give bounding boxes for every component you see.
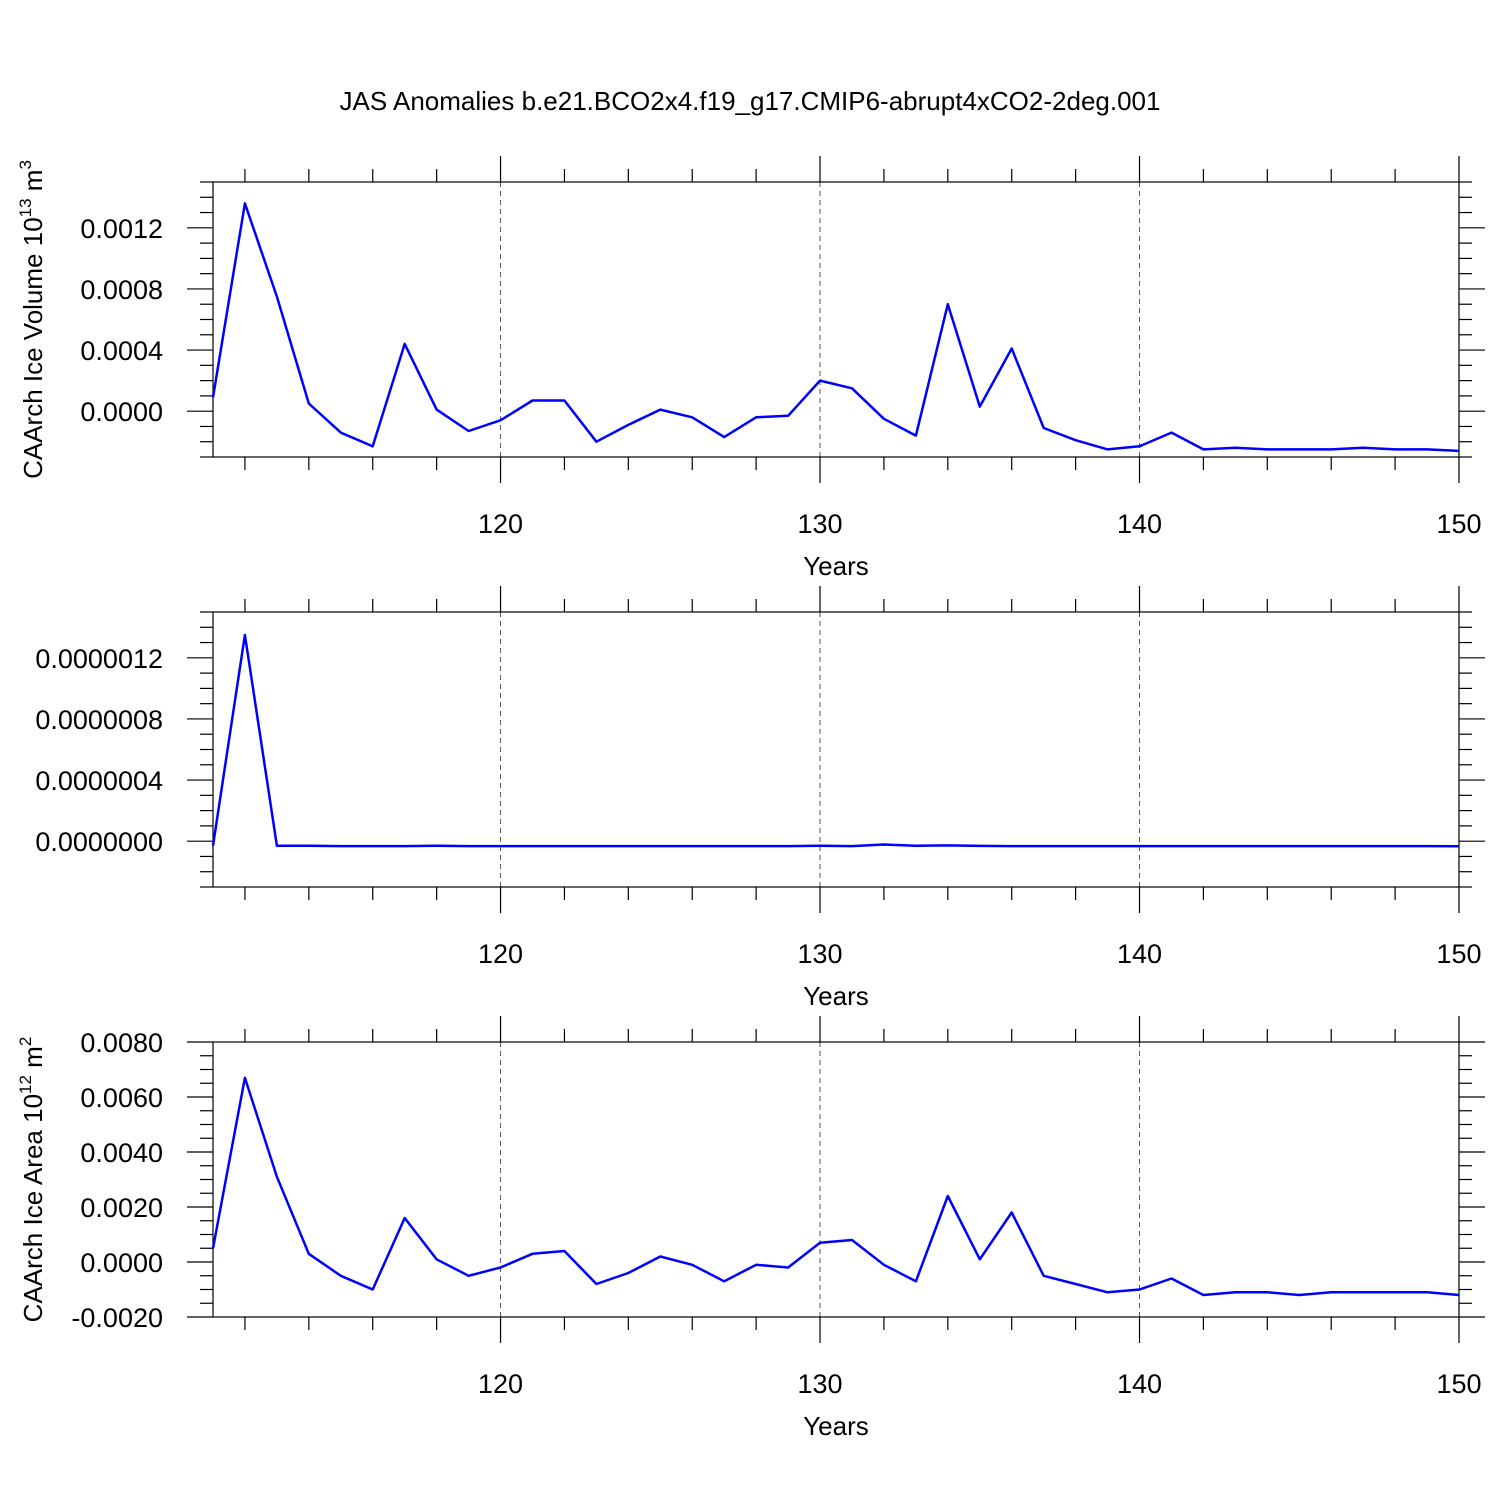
middle-xtick-label-2: 140	[1117, 939, 1162, 969]
ice-area-xtick-label-0: 120	[478, 1369, 523, 1399]
ice-area-xtick-label-1: 130	[797, 1369, 842, 1399]
ice-volume-ytick-label-2: 0.0008	[80, 275, 163, 305]
ice-area-xtick-label-3: 150	[1436, 1369, 1481, 1399]
ice-volume-xtick-label-2: 140	[1117, 509, 1162, 539]
ice-volume-xaxis-label: Years	[803, 551, 869, 581]
ice-area-xtick-label-2: 140	[1117, 1369, 1162, 1399]
ice-volume-xtick-label-3: 150	[1436, 509, 1481, 539]
middle-xtick-label-1: 130	[797, 939, 842, 969]
ice-area-yaxis-label: CAArch Ice Area 1012 m2	[16, 1037, 48, 1323]
ice-area-ytick-label-3: 0.0040	[80, 1138, 163, 1168]
middle-series-line-0	[211, 633, 1460, 848]
ice-volume-plot-frame	[212, 181, 1460, 458]
middle-ytick-label-0: 0.0000000	[35, 827, 163, 857]
panel-middle: 0.0000000 0.0000004 0.0000008 0.0000012 120 1…	[35, 586, 1485, 1011]
ice-volume-ytick-label-1: 0.0004	[80, 336, 163, 366]
middle-ytick-label-1: 0.0000004	[35, 766, 163, 796]
ice-area-ytick-label-2: 0.0020	[80, 1193, 163, 1223]
middle-xtick-label-3: 150	[1436, 939, 1481, 969]
chart-title: JAS Anomalies b.e21.BCO2x4.f19_g17.CMIP6…	[340, 86, 1161, 116]
ice-volume-series-line-0	[211, 202, 1460, 453]
middle-xaxis-label: Years	[803, 981, 869, 1011]
ice-area-plot-frame	[212, 1041, 1460, 1318]
ice-volume-ytick-label-3: 0.0012	[80, 214, 163, 244]
ice-area-ytick-label-0: -0.0020	[71, 1303, 163, 1333]
ice-volume-yaxis-label: CAArch Ice Volume 1013 m3	[16, 160, 48, 479]
ice-area-ytick-label-5: 0.0080	[80, 1028, 163, 1058]
panel-ice-volume: 0.0000 0.0004 0.0008 0.0012 120 130 140 150 Year…	[16, 156, 1485, 581]
middle-xtick-label-0: 120	[478, 939, 523, 969]
ice-volume-xtick-label-0: 120	[478, 509, 523, 539]
ice-area-series-line-0	[211, 1076, 1460, 1297]
ice-volume-xtick-label-1: 130	[797, 509, 842, 539]
middle-ytick-label-2: 0.0000008	[35, 705, 163, 735]
ice-area-xaxis-label: Years	[803, 1411, 869, 1441]
ice-volume-ytick-label-0: 0.0000	[80, 397, 163, 427]
panel-ice-area: -0.0020 0.0000 0.0020 0.0040 0.0060 0.0080 120…	[16, 1016, 1485, 1441]
ice-area-ytick-label-4: 0.0060	[80, 1083, 163, 1113]
middle-ytick-label-3: 0.0000012	[35, 644, 163, 674]
ice-area-ytick-label-1: 0.0000	[80, 1248, 163, 1278]
